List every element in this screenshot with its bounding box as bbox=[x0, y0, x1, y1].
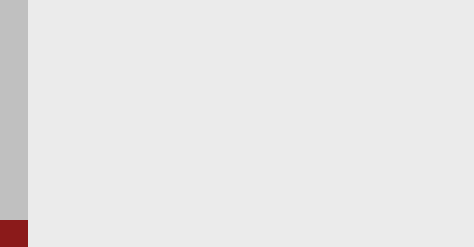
Text: 2018: 2018 bbox=[62, 162, 84, 171]
Bar bbox=[37, 156, 109, 178]
Text: 16,471.5: 16,471.5 bbox=[392, 185, 432, 193]
Text: b. Using the values above, the GDP deflator in 2019 was:: b. Using the values above, the GDP defla… bbox=[37, 202, 296, 211]
Bar bbox=[37, 178, 109, 200]
Bar bbox=[296, 182, 416, 196]
Text: 16,013.3: 16,013.3 bbox=[392, 162, 432, 171]
Bar bbox=[296, 237, 407, 247]
Text: d. Using the values above, the inflation rate in 2019 was:: d. Using the values above, the inflation… bbox=[37, 239, 297, 247]
Text: Nominal GDP (billions
of dollars): Nominal GDP (billions of dollars) bbox=[138, 83, 244, 103]
Text: Round your answers to no decimal value.: Round your answers to no decimal value. bbox=[76, 174, 266, 183]
Text: 2016: 2016 bbox=[62, 118, 84, 127]
Bar bbox=[273, 156, 438, 178]
Bar bbox=[273, 111, 438, 133]
Text: Year: Year bbox=[62, 89, 84, 98]
Text: The table below shows nominal and real GDP for the United States between 2016 an: The table below shows nominal and real G… bbox=[37, 6, 474, 27]
Text: a. Using the values above, the GDP deflator in 2017 was:: a. Using the values above, the GDP defla… bbox=[37, 185, 296, 194]
Bar bbox=[109, 111, 273, 133]
Text: is a
as a: is a as a bbox=[2, 113, 15, 124]
Text: %: % bbox=[412, 239, 421, 247]
Bar bbox=[296, 200, 416, 213]
Bar bbox=[273, 178, 438, 200]
Bar bbox=[37, 75, 109, 111]
Text: $ 16,155.3: $ 16,155.3 bbox=[219, 118, 267, 127]
Bar bbox=[273, 75, 438, 111]
Text: Instructions:: Instructions: bbox=[37, 174, 102, 183]
Bar bbox=[109, 178, 273, 200]
Text: 2019: 2019 bbox=[62, 185, 84, 193]
Text: 15,612.2: 15,612.2 bbox=[392, 140, 432, 149]
Text: tions.: tions. bbox=[2, 230, 20, 235]
Bar bbox=[273, 133, 438, 156]
Bar bbox=[109, 133, 273, 156]
Text: 18,120.7: 18,120.7 bbox=[227, 185, 267, 193]
Text: 16,691.5: 16,691.5 bbox=[227, 140, 267, 149]
Text: 2017: 2017 bbox=[62, 140, 84, 149]
Bar bbox=[296, 218, 407, 232]
Bar bbox=[37, 133, 109, 156]
Bar bbox=[37, 111, 109, 133]
Bar bbox=[109, 156, 273, 178]
Text: %: % bbox=[412, 221, 421, 229]
Text: 17,427.6: 17,427.6 bbox=[227, 162, 267, 171]
Text: $ 15,354.6: $ 15,354.6 bbox=[383, 118, 432, 127]
Text: Real GDP  (billions of
dollars): Real GDP (billions of dollars) bbox=[305, 83, 407, 103]
Text: c. Using the values above, the inflation rate in 2017 was:: c. Using the values above, the inflation… bbox=[37, 221, 296, 230]
Bar bbox=[109, 75, 273, 111]
